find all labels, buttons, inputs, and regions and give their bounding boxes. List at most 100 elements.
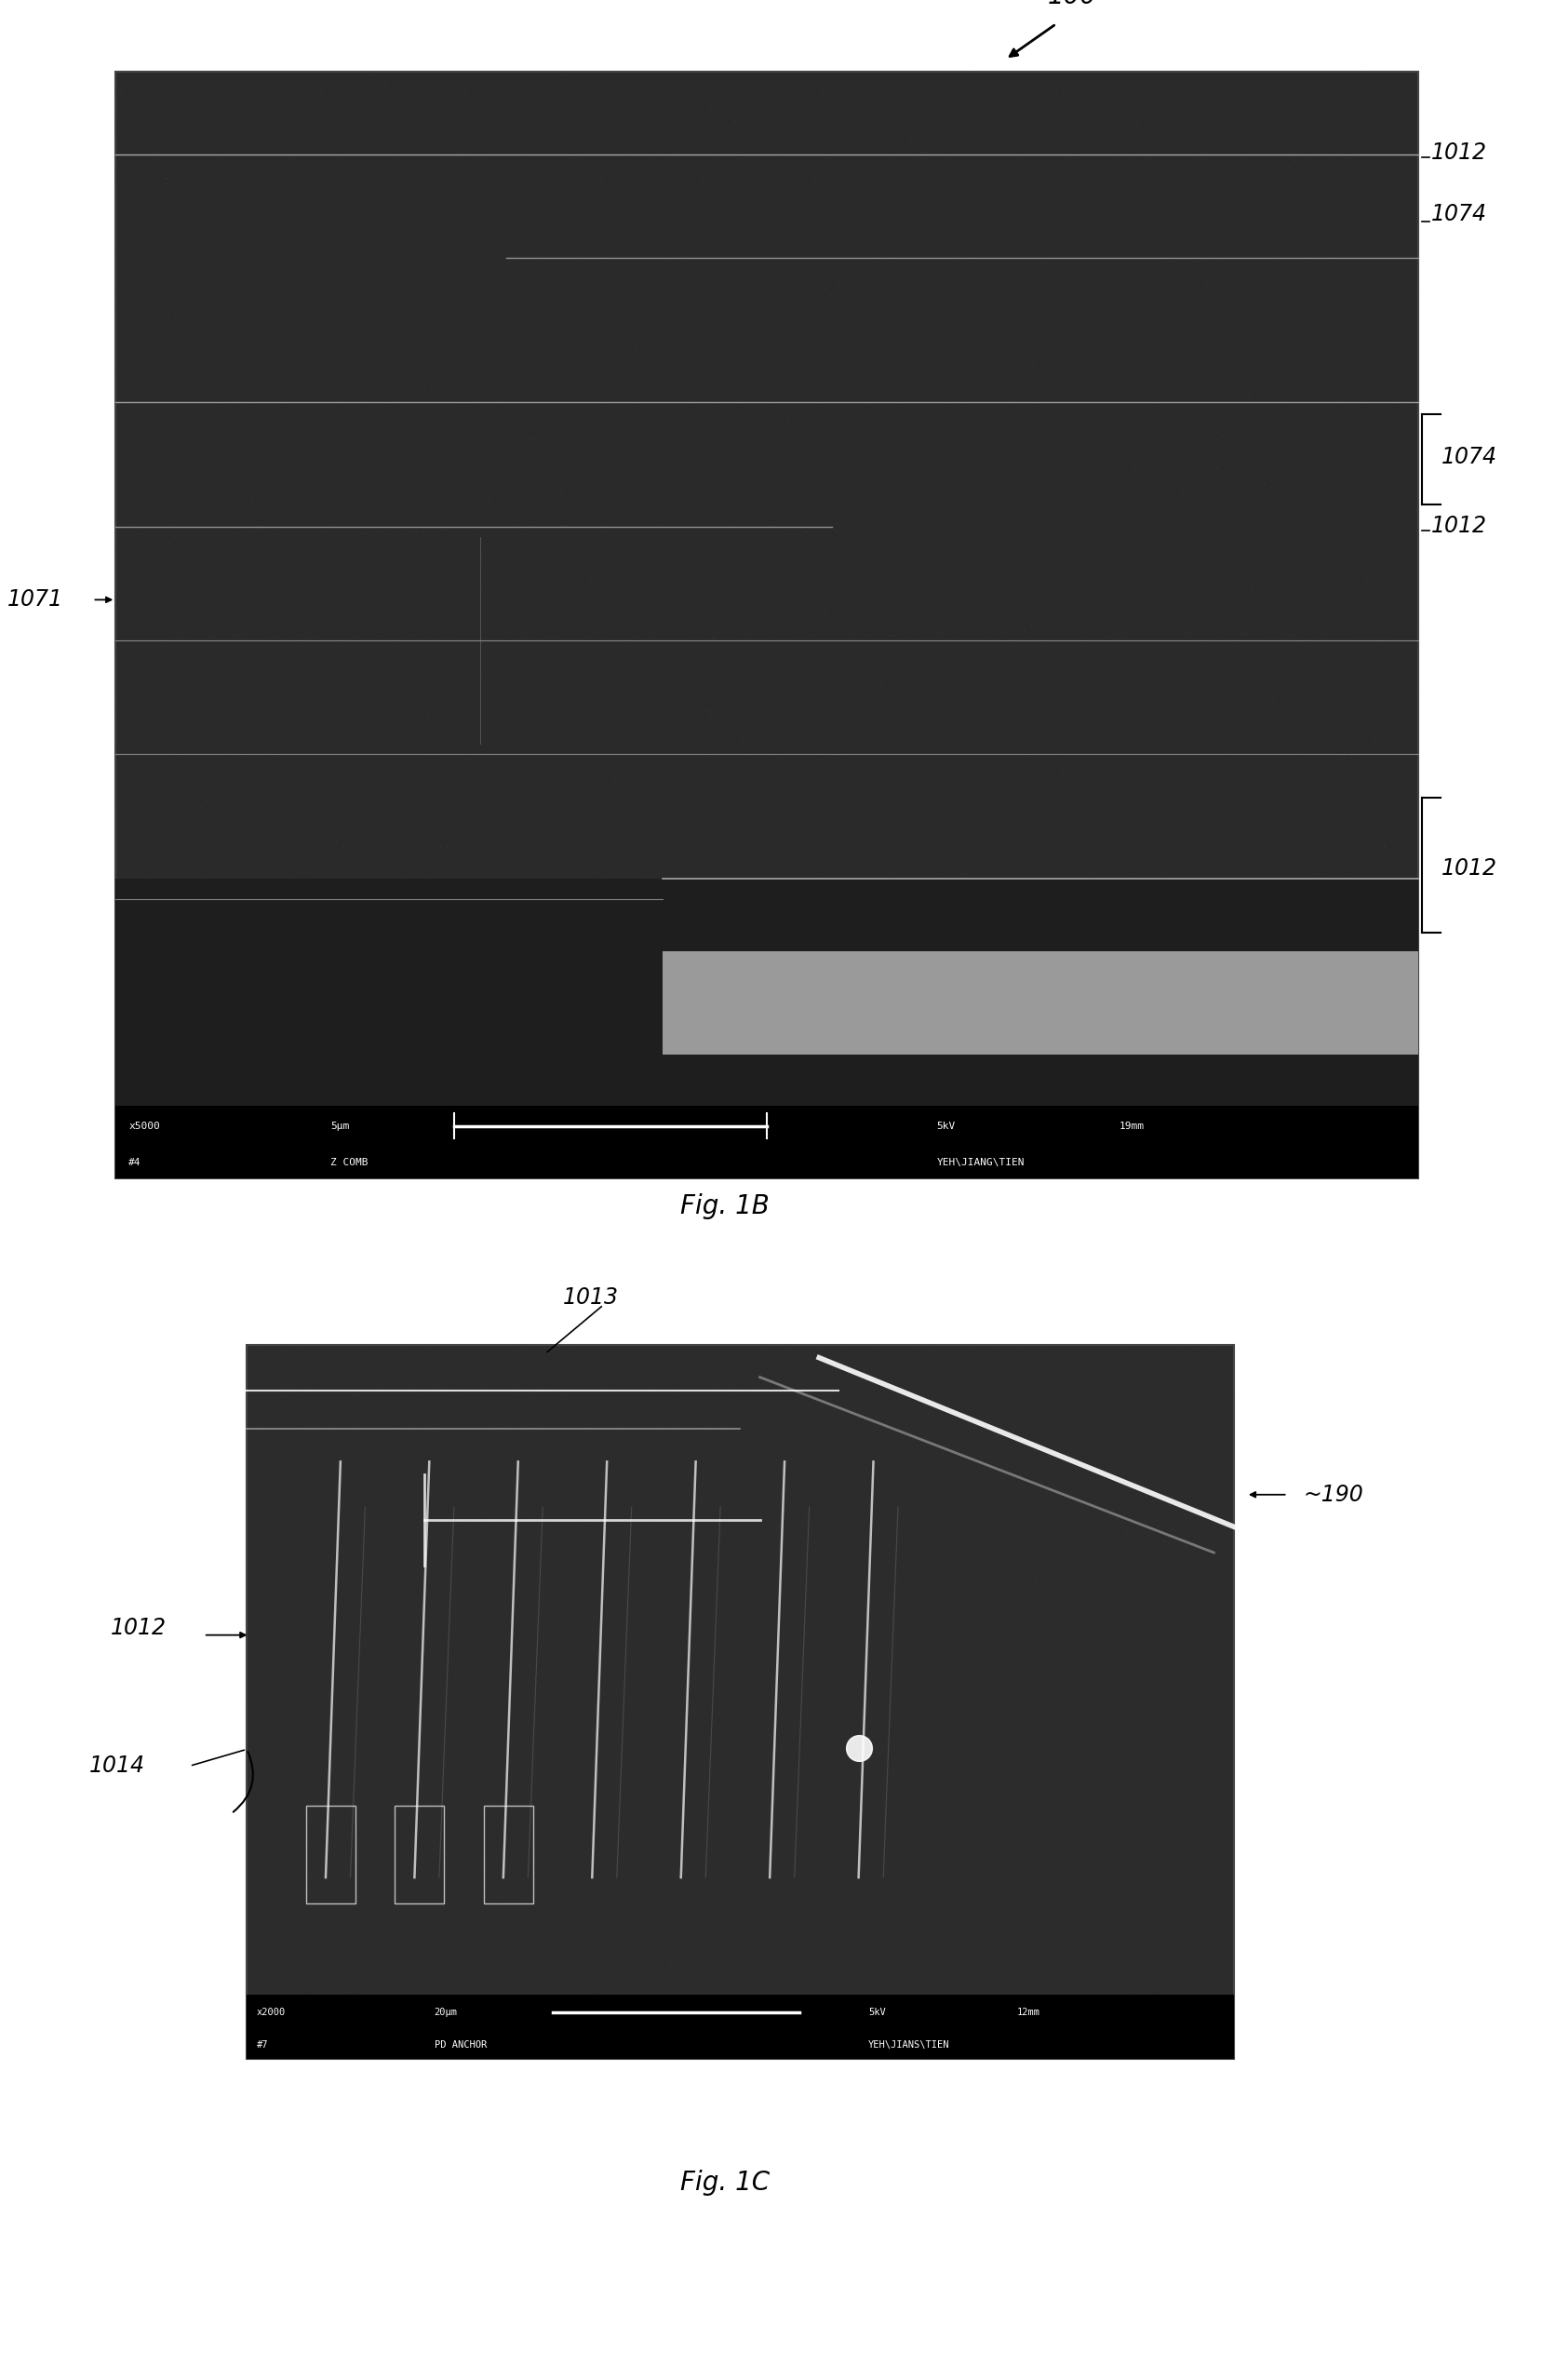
- Point: [210, 228, 234, 267]
- Point: [1116, 1507, 1141, 1545]
- Point: [620, 1666, 645, 1704]
- Point: [612, 564, 637, 602]
- Point: [386, 1485, 410, 1523]
- Point: [612, 1656, 637, 1695]
- Point: [715, 395, 740, 433]
- Point: [871, 259, 896, 298]
- Point: [682, 1607, 706, 1645]
- Point: [1237, 371, 1261, 409]
- Point: [409, 1959, 433, 1997]
- Point: [430, 1468, 455, 1507]
- Point: [409, 1709, 433, 1747]
- Point: [1129, 183, 1153, 221]
- Point: [1121, 738, 1146, 776]
- Point: [379, 502, 404, 540]
- Point: [179, 743, 204, 781]
- Point: [213, 383, 237, 421]
- Point: [660, 276, 685, 314]
- Point: [444, 148, 469, 186]
- Point: [557, 140, 581, 178]
- Point: [1231, 328, 1255, 367]
- Point: [922, 264, 947, 302]
- Point: [1405, 931, 1429, 969]
- Point: [1107, 386, 1132, 424]
- Point: [930, 1740, 954, 1778]
- Point: [921, 143, 945, 181]
- Point: [131, 621, 156, 659]
- Point: [202, 885, 227, 923]
- Point: [307, 1737, 332, 1775]
- Point: [140, 600, 165, 638]
- Point: [581, 114, 606, 152]
- Point: [560, 295, 584, 333]
- Point: [541, 1042, 566, 1081]
- Point: [797, 578, 822, 616]
- Point: [1059, 743, 1084, 781]
- Point: [1066, 252, 1090, 290]
- Point: [490, 1535, 515, 1573]
- Point: [682, 866, 706, 904]
- Point: [1044, 74, 1069, 112]
- Point: [273, 1611, 298, 1649]
- Point: [251, 424, 276, 462]
- Point: [967, 526, 992, 564]
- Point: [237, 762, 262, 800]
- Point: [1402, 119, 1426, 157]
- Point: [1093, 1866, 1118, 1904]
- Point: [1119, 1452, 1144, 1490]
- Point: [1227, 1052, 1252, 1090]
- Point: [120, 547, 145, 585]
- Point: [1069, 1868, 1093, 1906]
- Point: [1369, 1047, 1394, 1085]
- Point: [119, 57, 143, 95]
- Point: [274, 257, 299, 295]
- Point: [1093, 1704, 1118, 1742]
- Point: [1027, 1873, 1052, 1911]
- Point: [930, 607, 954, 645]
- Point: [179, 797, 204, 835]
- Point: [142, 338, 167, 376]
- Point: [1112, 1466, 1136, 1504]
- Point: [766, 1549, 791, 1587]
- Point: [919, 407, 944, 445]
- Point: [378, 950, 402, 988]
- Point: [934, 412, 959, 450]
- Point: [569, 436, 594, 474]
- Point: [509, 793, 534, 831]
- Point: [766, 697, 791, 735]
- Point: [683, 1804, 708, 1842]
- Point: [1050, 519, 1075, 557]
- Point: [782, 1935, 806, 1973]
- Point: [327, 1676, 352, 1714]
- Point: [951, 305, 976, 343]
- Point: [1257, 559, 1281, 597]
- Point: [1337, 662, 1362, 700]
- Point: [288, 869, 313, 907]
- Point: [626, 923, 651, 962]
- Point: [1101, 1702, 1126, 1740]
- Point: [925, 414, 950, 452]
- Point: [762, 728, 786, 766]
- Point: [231, 876, 256, 914]
- Point: [535, 155, 560, 193]
- Point: [1158, 505, 1183, 543]
- Point: [893, 288, 917, 326]
- Point: [757, 524, 782, 562]
- Point: [1039, 1766, 1064, 1804]
- Point: [355, 954, 379, 992]
- Point: [808, 155, 833, 193]
- Point: [850, 814, 874, 852]
- Point: [493, 569, 518, 607]
- Point: [783, 457, 808, 495]
- Point: [615, 878, 640, 916]
- Point: [860, 374, 885, 412]
- Point: [293, 774, 318, 812]
- Point: [382, 762, 407, 800]
- Point: [1010, 954, 1035, 992]
- Point: [1261, 1009, 1286, 1047]
- Point: [603, 386, 628, 424]
- Point: [1021, 371, 1045, 409]
- Point: [145, 626, 170, 664]
- Point: [159, 319, 183, 357]
- Point: [783, 481, 808, 519]
